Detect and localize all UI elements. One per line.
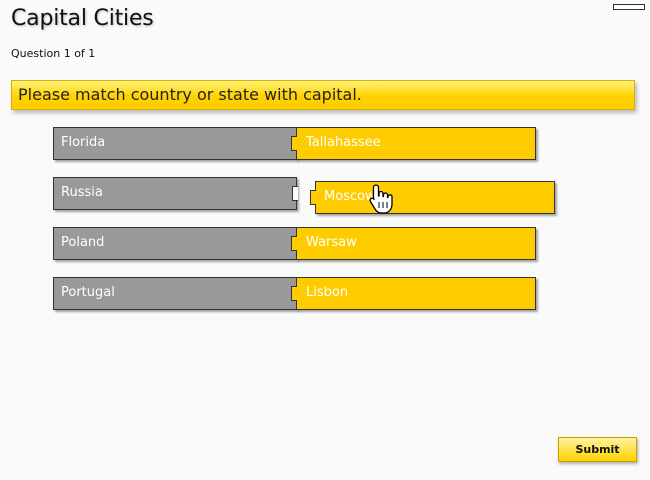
puzzle-tab — [291, 236, 297, 251]
country-tile-portugal: Portugal — [53, 277, 297, 310]
puzzle-slot — [292, 186, 298, 201]
capital-tile-tallahassee[interactable]: Tallahassee — [291, 127, 536, 160]
capital-label: Tallahassee — [306, 135, 381, 150]
capital-tile-warsaw[interactable]: Warsaw — [291, 227, 536, 260]
country-tile-poland: Poland — [53, 227, 297, 260]
question-prompt: Please match country or state with capit… — [11, 80, 635, 110]
puzzle-tab — [291, 286, 297, 301]
page-title: Capital Cities — [11, 6, 154, 31]
capital-label: Lisbon — [306, 285, 349, 300]
capital-tile-moscow[interactable]: Moscow — [310, 181, 555, 214]
minimize-icon[interactable] — [613, 4, 645, 10]
submit-button[interactable]: Submit — [558, 437, 637, 462]
country-label: Florida — [61, 135, 106, 150]
country-tile-florida: Florida — [53, 127, 297, 160]
country-label: Russia — [61, 185, 103, 200]
country-tile-russia[interactable]: Russia — [53, 177, 298, 210]
puzzle-tab — [291, 136, 297, 151]
hand-pointer-icon — [369, 184, 393, 214]
question-counter: Question 1 of 1 — [11, 47, 96, 60]
capital-label: Moscow — [324, 189, 376, 204]
country-label: Portugal — [61, 285, 115, 300]
capital-label: Warsaw — [306, 235, 357, 250]
capital-tile-lisbon[interactable]: Lisbon — [291, 277, 536, 310]
country-label: Poland — [61, 235, 105, 250]
puzzle-tab — [310, 190, 316, 205]
